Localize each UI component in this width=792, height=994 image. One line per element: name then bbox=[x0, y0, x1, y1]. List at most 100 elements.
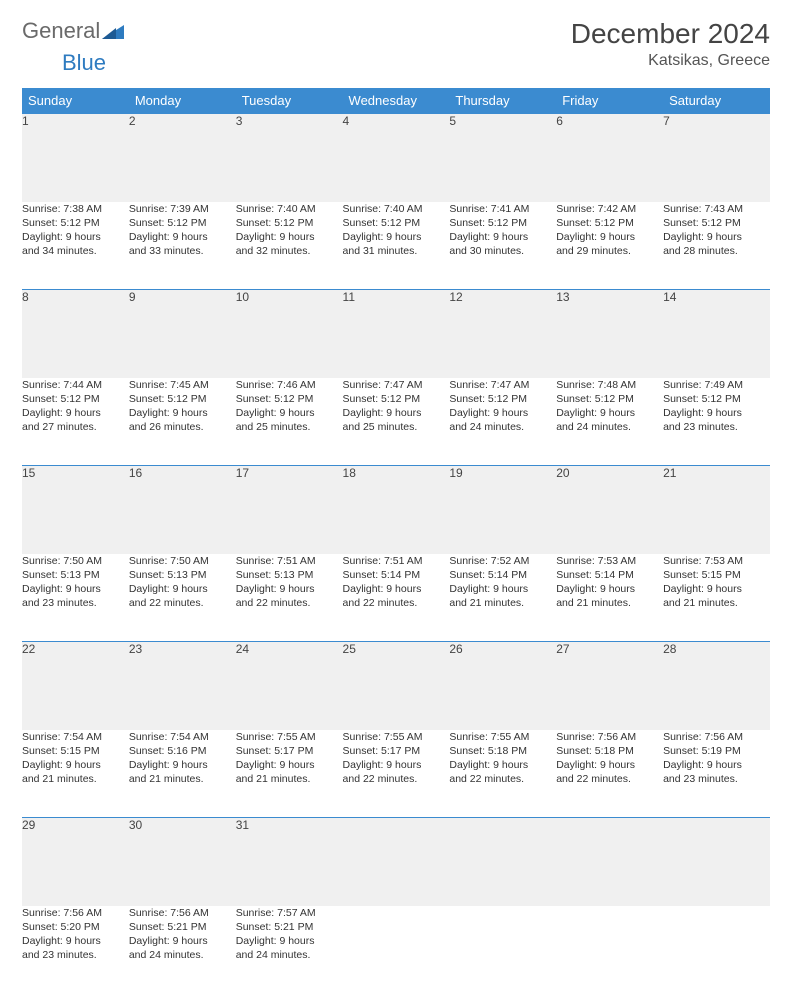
daylight-text: and 22 minutes. bbox=[343, 772, 450, 786]
day-number-cell: 9 bbox=[129, 290, 236, 378]
day-data-row: Sunrise: 7:54 AMSunset: 5:15 PMDaylight:… bbox=[22, 730, 770, 818]
sunrise-text: Sunrise: 7:55 AM bbox=[236, 730, 343, 744]
daylight-text: Daylight: 9 hours bbox=[556, 230, 663, 244]
weekday-header-row: Sunday Monday Tuesday Wednesday Thursday… bbox=[22, 88, 770, 114]
daylight-text: and 28 minutes. bbox=[663, 244, 770, 258]
day-data-cell: Sunrise: 7:54 AMSunset: 5:16 PMDaylight:… bbox=[129, 730, 236, 818]
sunset-text: Sunset: 5:15 PM bbox=[663, 568, 770, 582]
sunset-text: Sunset: 5:13 PM bbox=[236, 568, 343, 582]
day-data-cell: Sunrise: 7:40 AMSunset: 5:12 PMDaylight:… bbox=[343, 202, 450, 290]
day-number-cell: 19 bbox=[449, 466, 556, 554]
daylight-text: Daylight: 9 hours bbox=[22, 758, 129, 772]
day-data-cell: Sunrise: 7:45 AMSunset: 5:12 PMDaylight:… bbox=[129, 378, 236, 466]
daylight-text: Daylight: 9 hours bbox=[236, 758, 343, 772]
day-data-cell: Sunrise: 7:41 AMSunset: 5:12 PMDaylight:… bbox=[449, 202, 556, 290]
sunset-text: Sunset: 5:17 PM bbox=[343, 744, 450, 758]
daylight-text: and 31 minutes. bbox=[343, 244, 450, 258]
day-data-cell: Sunrise: 7:51 AMSunset: 5:13 PMDaylight:… bbox=[236, 554, 343, 642]
day-data-cell: Sunrise: 7:56 AMSunset: 5:18 PMDaylight:… bbox=[556, 730, 663, 818]
day-number-cell: 22 bbox=[22, 642, 129, 730]
sunset-text: Sunset: 5:13 PM bbox=[129, 568, 236, 582]
daylight-text: Daylight: 9 hours bbox=[236, 230, 343, 244]
daylight-text: and 27 minutes. bbox=[22, 420, 129, 434]
day-number-cell: 6 bbox=[556, 114, 663, 202]
day-data-cell: Sunrise: 7:50 AMSunset: 5:13 PMDaylight:… bbox=[129, 554, 236, 642]
daylight-text: and 24 minutes. bbox=[129, 948, 236, 962]
sunset-text: Sunset: 5:12 PM bbox=[556, 216, 663, 230]
brand-word1: General bbox=[22, 18, 100, 44]
daylight-text: and 21 minutes. bbox=[556, 596, 663, 610]
daylight-text: Daylight: 9 hours bbox=[129, 230, 236, 244]
daylight-text: Daylight: 9 hours bbox=[343, 406, 450, 420]
day-number-cell: 28 bbox=[663, 642, 770, 730]
location: Katsikas, Greece bbox=[571, 52, 770, 70]
day-data-cell bbox=[556, 906, 663, 994]
sunset-text: Sunset: 5:12 PM bbox=[236, 392, 343, 406]
sunset-text: Sunset: 5:12 PM bbox=[449, 216, 556, 230]
sunrise-text: Sunrise: 7:57 AM bbox=[236, 906, 343, 920]
day-data-row: Sunrise: 7:44 AMSunset: 5:12 PMDaylight:… bbox=[22, 378, 770, 466]
sunset-text: Sunset: 5:12 PM bbox=[449, 392, 556, 406]
sunrise-text: Sunrise: 7:50 AM bbox=[129, 554, 236, 568]
day-number-cell: 31 bbox=[236, 818, 343, 906]
day-data-cell: Sunrise: 7:53 AMSunset: 5:14 PMDaylight:… bbox=[556, 554, 663, 642]
month-title: December 2024 bbox=[571, 18, 770, 50]
sunrise-text: Sunrise: 7:51 AM bbox=[236, 554, 343, 568]
day-number-row: 891011121314 bbox=[22, 290, 770, 378]
day-data-cell: Sunrise: 7:54 AMSunset: 5:15 PMDaylight:… bbox=[22, 730, 129, 818]
day-number-cell: 27 bbox=[556, 642, 663, 730]
sunset-text: Sunset: 5:18 PM bbox=[556, 744, 663, 758]
day-number-cell: 17 bbox=[236, 466, 343, 554]
day-data-cell: Sunrise: 7:55 AMSunset: 5:18 PMDaylight:… bbox=[449, 730, 556, 818]
day-number-cell: 21 bbox=[663, 466, 770, 554]
sunrise-text: Sunrise: 7:56 AM bbox=[22, 906, 129, 920]
day-number-cell: 15 bbox=[22, 466, 129, 554]
day-data-cell bbox=[449, 906, 556, 994]
weekday-header: Wednesday bbox=[343, 88, 450, 114]
sunset-text: Sunset: 5:17 PM bbox=[236, 744, 343, 758]
day-number-cell: 12 bbox=[449, 290, 556, 378]
daylight-text: Daylight: 9 hours bbox=[663, 406, 770, 420]
day-data-cell: Sunrise: 7:47 AMSunset: 5:12 PMDaylight:… bbox=[449, 378, 556, 466]
day-number-cell: 23 bbox=[129, 642, 236, 730]
day-number-row: 15161718192021 bbox=[22, 466, 770, 554]
daylight-text: Daylight: 9 hours bbox=[556, 406, 663, 420]
sunrise-text: Sunrise: 7:46 AM bbox=[236, 378, 343, 392]
daylight-text: Daylight: 9 hours bbox=[129, 582, 236, 596]
daylight-text: and 23 minutes. bbox=[663, 772, 770, 786]
sunrise-text: Sunrise: 7:43 AM bbox=[663, 202, 770, 216]
day-data-row: Sunrise: 7:50 AMSunset: 5:13 PMDaylight:… bbox=[22, 554, 770, 642]
sunrise-text: Sunrise: 7:39 AM bbox=[129, 202, 236, 216]
daylight-text: and 32 minutes. bbox=[236, 244, 343, 258]
daylight-text: and 22 minutes. bbox=[449, 772, 556, 786]
sunrise-text: Sunrise: 7:48 AM bbox=[556, 378, 663, 392]
daylight-text: Daylight: 9 hours bbox=[449, 406, 556, 420]
sunset-text: Sunset: 5:14 PM bbox=[556, 568, 663, 582]
sunrise-text: Sunrise: 7:54 AM bbox=[22, 730, 129, 744]
sunrise-text: Sunrise: 7:53 AM bbox=[663, 554, 770, 568]
daylight-text: and 23 minutes. bbox=[22, 948, 129, 962]
daylight-text: Daylight: 9 hours bbox=[556, 758, 663, 772]
sunset-text: Sunset: 5:12 PM bbox=[22, 216, 129, 230]
day-data-cell bbox=[343, 906, 450, 994]
day-data-row: Sunrise: 7:38 AMSunset: 5:12 PMDaylight:… bbox=[22, 202, 770, 290]
sunset-text: Sunset: 5:21 PM bbox=[129, 920, 236, 934]
sunrise-text: Sunrise: 7:47 AM bbox=[343, 378, 450, 392]
day-number-cell bbox=[556, 818, 663, 906]
sunset-text: Sunset: 5:13 PM bbox=[22, 568, 129, 582]
day-data-cell: Sunrise: 7:47 AMSunset: 5:12 PMDaylight:… bbox=[343, 378, 450, 466]
sunset-text: Sunset: 5:20 PM bbox=[22, 920, 129, 934]
daylight-text: and 22 minutes. bbox=[556, 772, 663, 786]
daylight-text: Daylight: 9 hours bbox=[129, 758, 236, 772]
day-data-cell: Sunrise: 7:46 AMSunset: 5:12 PMDaylight:… bbox=[236, 378, 343, 466]
sunrise-text: Sunrise: 7:41 AM bbox=[449, 202, 556, 216]
daylight-text: and 24 minutes. bbox=[236, 948, 343, 962]
daylight-text: Daylight: 9 hours bbox=[22, 230, 129, 244]
sunrise-text: Sunrise: 7:56 AM bbox=[556, 730, 663, 744]
day-data-cell: Sunrise: 7:50 AMSunset: 5:13 PMDaylight:… bbox=[22, 554, 129, 642]
daylight-text: Daylight: 9 hours bbox=[22, 582, 129, 596]
day-number-cell: 5 bbox=[449, 114, 556, 202]
day-number-cell bbox=[449, 818, 556, 906]
daylight-text: and 24 minutes. bbox=[556, 420, 663, 434]
sunset-text: Sunset: 5:18 PM bbox=[449, 744, 556, 758]
